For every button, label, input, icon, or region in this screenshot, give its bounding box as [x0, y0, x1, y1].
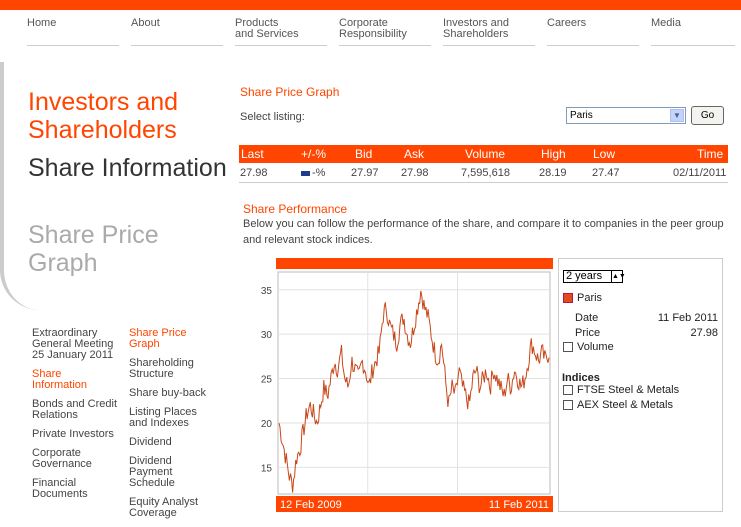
listing-value: Paris [570, 110, 593, 121]
nav-careers[interactable]: Careers [547, 18, 639, 46]
subnav-dividend[interactable]: Dividend [129, 436, 172, 448]
quote-table-header: Last +/-% Bid Ask Volume High Low Time [239, 145, 728, 163]
change-flat-icon [301, 170, 310, 176]
price-chart-svg: 15 20 25 30 35 12 Feb 2009 11 Feb 2011 [261, 258, 553, 512]
nav-home[interactable]: Home [27, 18, 119, 46]
subnav-right: Share Price Graph Shareholding Structure… [129, 328, 214, 527]
subnav-bonds[interactable]: Bonds and Credit Relations [32, 398, 117, 421]
ftse-checkbox[interactable] [563, 385, 573, 395]
aex-label: AEX Steel & Metals [577, 399, 673, 411]
nav-corporate[interactable]: Corporate Responsibility [339, 18, 431, 46]
subnav-listing-places[interactable]: Listing Places and Indexes [129, 406, 197, 429]
top-accent-bar [0, 0, 741, 10]
date-label: Date [575, 312, 599, 324]
heading-share-price-graph: Share Price Graph [28, 221, 159, 277]
x-start-label: 12 Feb 2009 [280, 499, 342, 511]
heading-share-information: Share Information [28, 154, 227, 182]
range-dropdown[interactable]: 2 years ▲▼ [563, 270, 626, 283]
subnav-left: Extraordinary General Meeting 25 January… [32, 328, 117, 508]
td-last: 27.98 [240, 167, 268, 179]
nav-media[interactable]: Media [651, 18, 735, 46]
td-volume: 7,595,618 [461, 167, 510, 179]
subnav-share-information[interactable]: Share Information [32, 368, 88, 391]
th-last: Last [241, 147, 264, 161]
nav-products[interactable]: Products and Services [235, 18, 327, 46]
td-high: 28.19 [539, 167, 567, 179]
performance-title: Share Performance [243, 202, 348, 216]
indices-title: Indices [562, 372, 600, 384]
heading-investors: Investors and Shareholders [28, 88, 179, 144]
volume-checkbox[interactable] [563, 342, 573, 352]
ytick-25: 25 [261, 375, 273, 386]
subnav-buyback[interactable]: Share buy-back [129, 387, 207, 399]
volume-label: Volume [577, 341, 614, 353]
select-listing-label: Select listing: [240, 111, 305, 123]
ytick-15: 15 [261, 463, 273, 474]
left-panel-frame [0, 62, 225, 310]
series-line-paris [278, 290, 550, 493]
subnav-analyst-coverage[interactable]: Equity Analyst Coverage [129, 496, 199, 519]
ytick-30: 30 [261, 330, 273, 341]
price-value: 27.98 [690, 327, 718, 339]
ftse-label: FTSE Steel & Metals [577, 384, 680, 396]
chart-bottom-bar [276, 496, 553, 512]
td-time: 02/11/2011 [673, 167, 727, 179]
chart-top-bar [276, 258, 553, 269]
th-time: Time [697, 147, 724, 161]
subnav-corporate-governance[interactable]: Corporate Governance [32, 447, 92, 470]
paris-label: Paris [577, 292, 603, 304]
subnav-financial-documents[interactable]: Financial Documents [32, 477, 88, 500]
th-bid: Bid [355, 147, 373, 161]
listing-select[interactable]: Paris ▼ [566, 107, 686, 124]
x-end-label: 11 Feb 2011 [489, 499, 549, 511]
nav-investors[interactable]: Investors and Shareholders [443, 18, 535, 46]
subnav-egm[interactable]: Extraordinary General Meeting 25 January… [32, 327, 114, 361]
subnav-private-investors[interactable]: Private Investors [32, 428, 114, 440]
subnav-dividend-schedule[interactable]: Dividend Payment Schedule [129, 455, 175, 489]
th-volume: Volume [465, 147, 506, 161]
price-label: Price [575, 327, 601, 339]
price-chart[interactable]: 15 20 25 30 35 12 Feb 2009 11 Feb 2011 [244, 258, 553, 512]
th-ask: Ask [404, 147, 425, 161]
td-ask: 27.98 [401, 167, 429, 179]
subnav-share-price-graph[interactable]: Share Price Graph [129, 327, 187, 350]
td-change: -% [301, 167, 325, 179]
ytick-35: 35 [261, 286, 273, 297]
th-change: +/-% [301, 147, 327, 161]
chart-options-panel: 2 years ▲▼ Paris Date 11 Feb 2011 Price … [558, 258, 723, 512]
section-title: Share Price Graph [240, 85, 340, 99]
td-low: 27.47 [592, 167, 620, 179]
th-high: High [541, 147, 566, 161]
subnav-shareholding[interactable]: Shareholding Structure [129, 357, 194, 380]
paris-checkbox[interactable] [563, 293, 573, 303]
ytick-20: 20 [261, 419, 273, 430]
main-nav: Home About Products and Services Corporat… [0, 18, 741, 46]
aex-checkbox[interactable] [563, 400, 573, 410]
th-low: Low [593, 147, 616, 161]
quote-table-row: 27.98 -% 27.97 27.98 7,595,618 28.19 27.… [239, 163, 728, 183]
range-value: 2 years [566, 270, 603, 282]
spinner-arrows-icon[interactable]: ▲▼ [611, 271, 626, 282]
chevron-down-icon[interactable]: ▼ [670, 109, 684, 122]
performance-description: Below you can follow the performance of … [243, 218, 724, 246]
go-button[interactable]: Go [691, 106, 724, 125]
nav-about[interactable]: About [131, 18, 223, 46]
td-bid: 27.97 [351, 167, 379, 179]
date-value: 11 Feb 2011 [657, 312, 718, 324]
